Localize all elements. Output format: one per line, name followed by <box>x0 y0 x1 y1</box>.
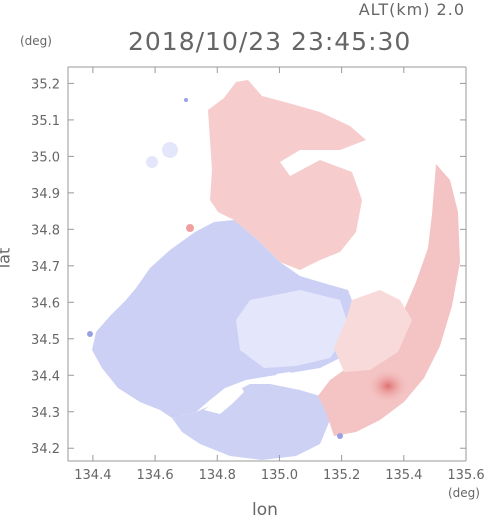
positive-core <box>366 368 410 404</box>
x-tick-label: 135.4 <box>385 468 422 483</box>
y-tick-label: 34.8 <box>31 223 60 238</box>
y-tick-label: 34.3 <box>31 406 60 421</box>
negative-velocity-region <box>92 220 358 418</box>
x-axis-unit: (deg) <box>448 486 480 500</box>
y-tick-label: 34.7 <box>31 260 60 275</box>
y-tick-label: 35.0 <box>31 150 60 165</box>
y-tick-label: 35.1 <box>31 114 60 129</box>
plot-frame <box>67 66 467 462</box>
light-negative-region <box>236 290 350 368</box>
speckle <box>87 331 93 337</box>
positive-bridge <box>334 290 412 372</box>
tick-labels: 134.4 134.6 134.8 135.0 135.2 135.4 135.6 35.2 3… <box>31 77 485 483</box>
x-tick-label: 135.6 <box>447 468 484 483</box>
y-tick-label: 34.5 <box>31 333 60 348</box>
y-tick-label: 34.2 <box>31 442 60 457</box>
speckle <box>337 433 343 439</box>
altitude-label: ALT(km) 2.0 <box>358 0 465 19</box>
y-tick-label: 34.4 <box>31 369 60 384</box>
lower-negative-region <box>172 384 330 460</box>
x-tick-label: 135.2 <box>323 468 360 483</box>
speckle <box>186 224 194 232</box>
tick-marks <box>68 67 467 461</box>
positive-velocity-region <box>208 80 366 270</box>
x-tick-label: 134.6 <box>136 468 173 483</box>
data-gap <box>204 384 244 414</box>
x-tick-label: 135.0 <box>261 468 298 483</box>
speckle <box>184 98 188 102</box>
speckle <box>162 142 178 158</box>
y-axis-unit: (deg) <box>20 34 52 48</box>
timestamp-title: 2018/10/23 23:45:30 <box>128 27 412 56</box>
x-tick-label: 134.4 <box>74 468 111 483</box>
y-tick-label: 34.6 <box>31 296 60 311</box>
x-tick-label: 134.8 <box>199 468 236 483</box>
speckle <box>146 156 158 168</box>
data-gap <box>276 372 298 384</box>
y-tick-label: 34.9 <box>31 187 60 202</box>
x-axis-label: lon <box>252 500 278 520</box>
y-tick-label: 35.2 <box>31 77 60 92</box>
